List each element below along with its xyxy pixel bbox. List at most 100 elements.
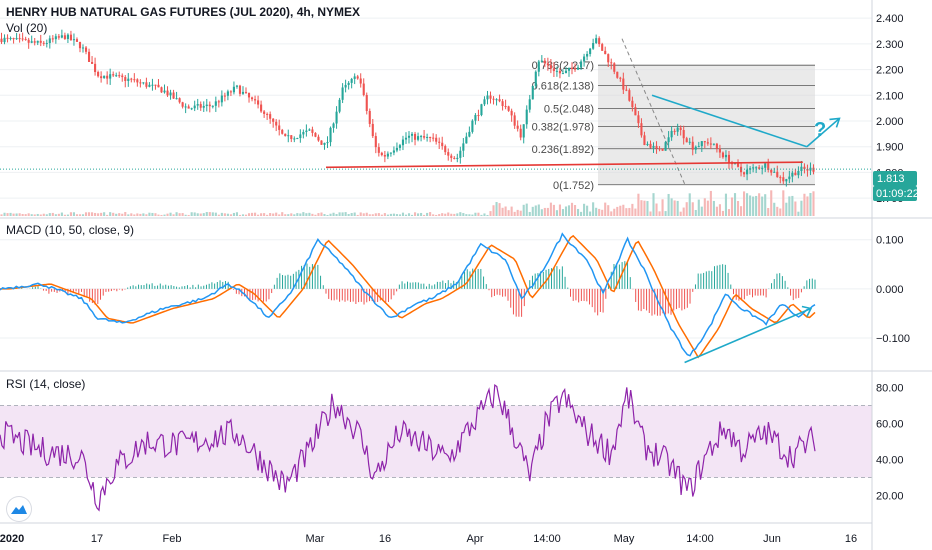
candle-body xyxy=(281,129,284,134)
fibonacci-level-label: 0.382(1.978) xyxy=(532,122,594,134)
candle-body xyxy=(398,145,402,148)
volume-bar xyxy=(749,195,752,216)
candle-body xyxy=(543,60,546,64)
candle-body xyxy=(190,108,193,110)
tradingview-logo-icon[interactable] xyxy=(6,496,32,522)
candle-body xyxy=(528,99,531,110)
volume-bar xyxy=(465,214,468,216)
candle-body xyxy=(567,67,571,71)
candle-body xyxy=(794,172,797,176)
volume-bar xyxy=(809,192,812,216)
candle-body xyxy=(87,51,91,62)
candle-body xyxy=(712,143,715,145)
candle-body xyxy=(721,152,724,158)
candle-body xyxy=(432,137,435,139)
volume-bar xyxy=(543,207,546,216)
candle-body xyxy=(504,106,507,108)
candle-body xyxy=(112,74,115,76)
volume-bar xyxy=(435,214,438,216)
candle-body xyxy=(788,176,791,180)
volume-bar xyxy=(244,214,248,216)
candle-body xyxy=(299,134,302,139)
candle-body xyxy=(718,148,721,153)
candle-body xyxy=(589,48,592,54)
volume-bar xyxy=(284,214,287,216)
volume-indicator-label[interactable]: Vol (20) xyxy=(6,21,47,35)
volume-bar xyxy=(528,211,531,216)
candle-body xyxy=(392,150,395,153)
macd-tick-label: −0.100 xyxy=(876,333,910,345)
candle-body xyxy=(371,123,374,137)
volume-bar xyxy=(296,213,299,216)
volume-bar xyxy=(347,214,350,216)
candle-body xyxy=(51,38,54,40)
volume-bar xyxy=(755,195,758,216)
candle-body xyxy=(272,118,275,122)
candle-body xyxy=(199,104,202,108)
candle-body xyxy=(75,39,79,42)
volume-bar xyxy=(160,214,163,216)
macd-indicator-label[interactable]: MACD (10, 50, close, 9) xyxy=(6,223,134,237)
candle-body xyxy=(136,79,139,83)
candle-body xyxy=(423,136,426,138)
volume-bar xyxy=(263,213,266,216)
volume-bar xyxy=(682,207,685,216)
volume-bar xyxy=(432,214,435,216)
volume-bar xyxy=(552,204,555,216)
candle-body xyxy=(118,75,121,77)
annotations[interactable] xyxy=(325,94,841,169)
candle-body xyxy=(573,68,577,70)
time-axis[interactable]: 2020 17 Feb Mar 16 Apr 14:00 May 14:00 Jun 16 xyxy=(0,533,857,545)
candle-body xyxy=(552,68,555,72)
candle-body xyxy=(154,84,157,86)
volume-bar xyxy=(640,200,643,216)
volume-bar xyxy=(495,202,498,216)
candle-body xyxy=(172,92,175,99)
fibonacci-retracement[interactable]: 0.786(2.217)0.618(2.138)0.5(2.048)0.382(… xyxy=(532,38,815,192)
volume-bar xyxy=(555,210,558,216)
candle-body xyxy=(531,86,534,100)
volume-bar xyxy=(664,211,667,216)
candle-body xyxy=(628,90,631,101)
fibonacci-zone xyxy=(598,65,815,185)
candle-body xyxy=(755,167,758,169)
candle-body xyxy=(516,125,519,129)
macd-trend-arrowhead xyxy=(801,305,813,317)
candle-body xyxy=(293,138,296,140)
volume-bar xyxy=(154,213,157,216)
volume-bar xyxy=(21,213,24,216)
candle-body xyxy=(9,38,12,40)
candle-body xyxy=(688,141,691,143)
volume-bar xyxy=(66,214,69,216)
volume-bar xyxy=(667,193,670,216)
candle-body xyxy=(616,71,619,78)
candle-body xyxy=(217,101,220,103)
volume-bar xyxy=(238,214,242,216)
volume-bar xyxy=(302,212,305,216)
volume-bar xyxy=(57,213,60,216)
price-tick-label: 2.100 xyxy=(876,90,904,102)
candle-body xyxy=(356,76,359,79)
last-price-value: 1.813 xyxy=(877,173,905,185)
candle-body xyxy=(525,109,528,125)
volume-bar xyxy=(232,212,235,216)
candle-body xyxy=(540,60,543,62)
rsi-tick-label: 40.00 xyxy=(876,454,904,466)
rsi-indicator-label[interactable]: RSI (14, close) xyxy=(6,377,85,391)
time-tick-label: 17 xyxy=(91,533,103,545)
candle-body xyxy=(106,75,109,79)
candle-body xyxy=(127,78,130,81)
volume-bar xyxy=(48,213,51,216)
candle-body xyxy=(733,163,737,165)
candle-body xyxy=(27,39,30,43)
candle-body xyxy=(133,79,136,81)
candle-body xyxy=(0,38,3,43)
volume-bar xyxy=(175,212,178,216)
volume-bar xyxy=(87,212,91,216)
question-mark-annotation[interactable]: ? xyxy=(814,119,826,141)
volume-bar xyxy=(275,212,278,216)
volume-bar xyxy=(791,195,794,216)
time-tick-label: 2020 xyxy=(0,533,24,545)
volume-bar xyxy=(691,202,694,216)
